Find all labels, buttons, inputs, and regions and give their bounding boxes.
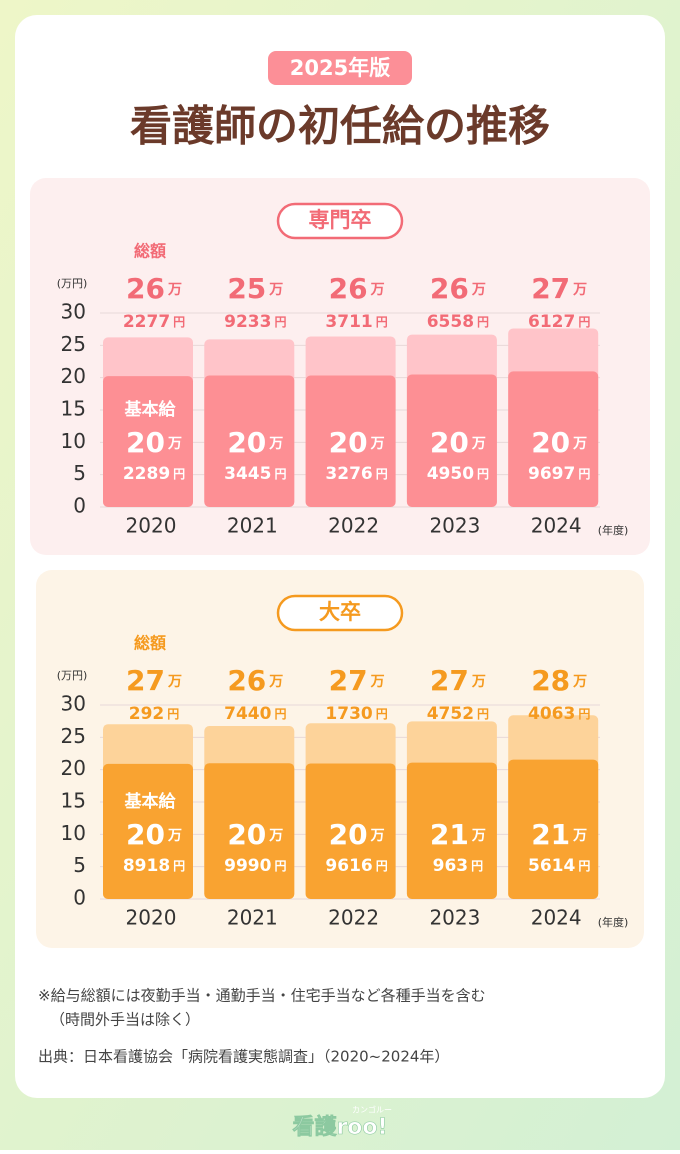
base-label: 20 万 4950 円 bbox=[427, 426, 489, 484]
y-tick-label: 10 bbox=[61, 429, 86, 453]
bar bbox=[508, 759, 599, 899]
section-title: 大卒 bbox=[319, 600, 361, 624]
legend-total: 総額 bbox=[134, 634, 166, 653]
total-label: 28 万 4063 円 bbox=[528, 664, 590, 724]
total-label: 27 万 6127 円 bbox=[528, 272, 590, 332]
bar bbox=[305, 763, 396, 899]
legend-total: 総額 bbox=[134, 242, 166, 261]
x-unit: (年度) bbox=[598, 523, 629, 537]
bar bbox=[305, 375, 396, 507]
bar bbox=[508, 371, 599, 507]
y-tick-label: 0 bbox=[73, 886, 86, 910]
y-tick-label: 0 bbox=[73, 494, 86, 518]
x-tick-label: 2023 bbox=[429, 906, 480, 930]
x-tick-label: 2022 bbox=[328, 906, 379, 930]
x-tick-label: 2022 bbox=[328, 514, 379, 538]
badge-bg bbox=[268, 51, 412, 85]
y-unit: (万円) bbox=[57, 277, 88, 290]
legend-base: 基本給 bbox=[124, 791, 177, 812]
x-tick-label: 2020 bbox=[126, 906, 177, 930]
y-tick-label: 25 bbox=[61, 332, 86, 356]
logo: 看護roo! bbox=[292, 1114, 387, 1140]
section-title: 専門卒 bbox=[309, 208, 372, 232]
total-label: 26 万 3711 円 bbox=[325, 272, 387, 332]
y-tick-label: 10 bbox=[61, 821, 86, 845]
bar bbox=[103, 376, 193, 507]
total-label: 26 万 7440 円 bbox=[224, 664, 286, 724]
base-label: 20 万 8918 円 bbox=[123, 818, 185, 876]
base-label: 21 万 5614 円 bbox=[528, 818, 590, 876]
x-tick-label: 2021 bbox=[227, 514, 278, 538]
x-tick-label: 2024 bbox=[531, 514, 582, 538]
y-unit: (万円) bbox=[57, 669, 88, 682]
logo-sub: カンゴルー bbox=[352, 1105, 392, 1115]
note: （時間外手当は除く） bbox=[50, 1011, 200, 1029]
y-tick-label: 30 bbox=[61, 692, 86, 716]
total-label: 27 万 1730 円 bbox=[325, 664, 387, 724]
y-tick-label: 20 bbox=[61, 756, 86, 780]
x-unit: (年度) bbox=[598, 915, 629, 929]
base-label: 20 万 2289 円 bbox=[123, 426, 185, 484]
y-tick-label: 5 bbox=[73, 853, 86, 877]
y-tick-label: 5 bbox=[73, 461, 86, 485]
section-pill bbox=[276, 594, 404, 632]
y-tick-label: 30 bbox=[61, 300, 86, 324]
total-label: 27 万 4752 円 bbox=[427, 664, 489, 724]
base-label: 21 万 963 円 bbox=[430, 818, 486, 876]
bar bbox=[204, 375, 295, 507]
x-tick-label: 2024 bbox=[531, 906, 582, 930]
base-label: 20 万 3276 円 bbox=[325, 426, 387, 484]
title: 看護師の初任給の推移 bbox=[130, 102, 550, 151]
base-label: 20 万 9697 円 bbox=[528, 426, 590, 484]
y-tick-label: 25 bbox=[61, 724, 86, 748]
base-label: 20 万 3445 円 bbox=[224, 426, 286, 484]
total-label: 25 万 9233 円 bbox=[224, 272, 286, 332]
base-label: 20 万 9616 円 bbox=[325, 818, 387, 876]
y-tick-label: 15 bbox=[61, 789, 86, 813]
total-label: 27 万 292 円 bbox=[126, 664, 182, 724]
badge: 2025年版 bbox=[290, 56, 390, 80]
total-label: 26 万 2277 円 bbox=[123, 272, 185, 332]
legend-base: 基本給 bbox=[124, 399, 177, 420]
bar bbox=[406, 374, 497, 507]
section-pill bbox=[276, 202, 404, 240]
bar bbox=[406, 762, 497, 899]
y-tick-label: 20 bbox=[61, 364, 86, 388]
x-tick-label: 2023 bbox=[429, 514, 480, 538]
bar bbox=[103, 763, 193, 899]
y-tick-label: 15 bbox=[61, 397, 86, 421]
total-label: 26 万 6558 円 bbox=[427, 272, 489, 332]
base-label: 20 万 9990 円 bbox=[224, 818, 286, 876]
x-tick-label: 2020 bbox=[126, 514, 177, 538]
bar bbox=[204, 763, 295, 899]
x-tick-label: 2021 bbox=[227, 906, 278, 930]
note: ※給与総額には夜勤手当・通勤手当・住宅手当など各種手当を含む bbox=[38, 987, 486, 1005]
source: 出典：日本看護協会「病院看護実態調査」（2020~2024年） bbox=[38, 1048, 449, 1066]
